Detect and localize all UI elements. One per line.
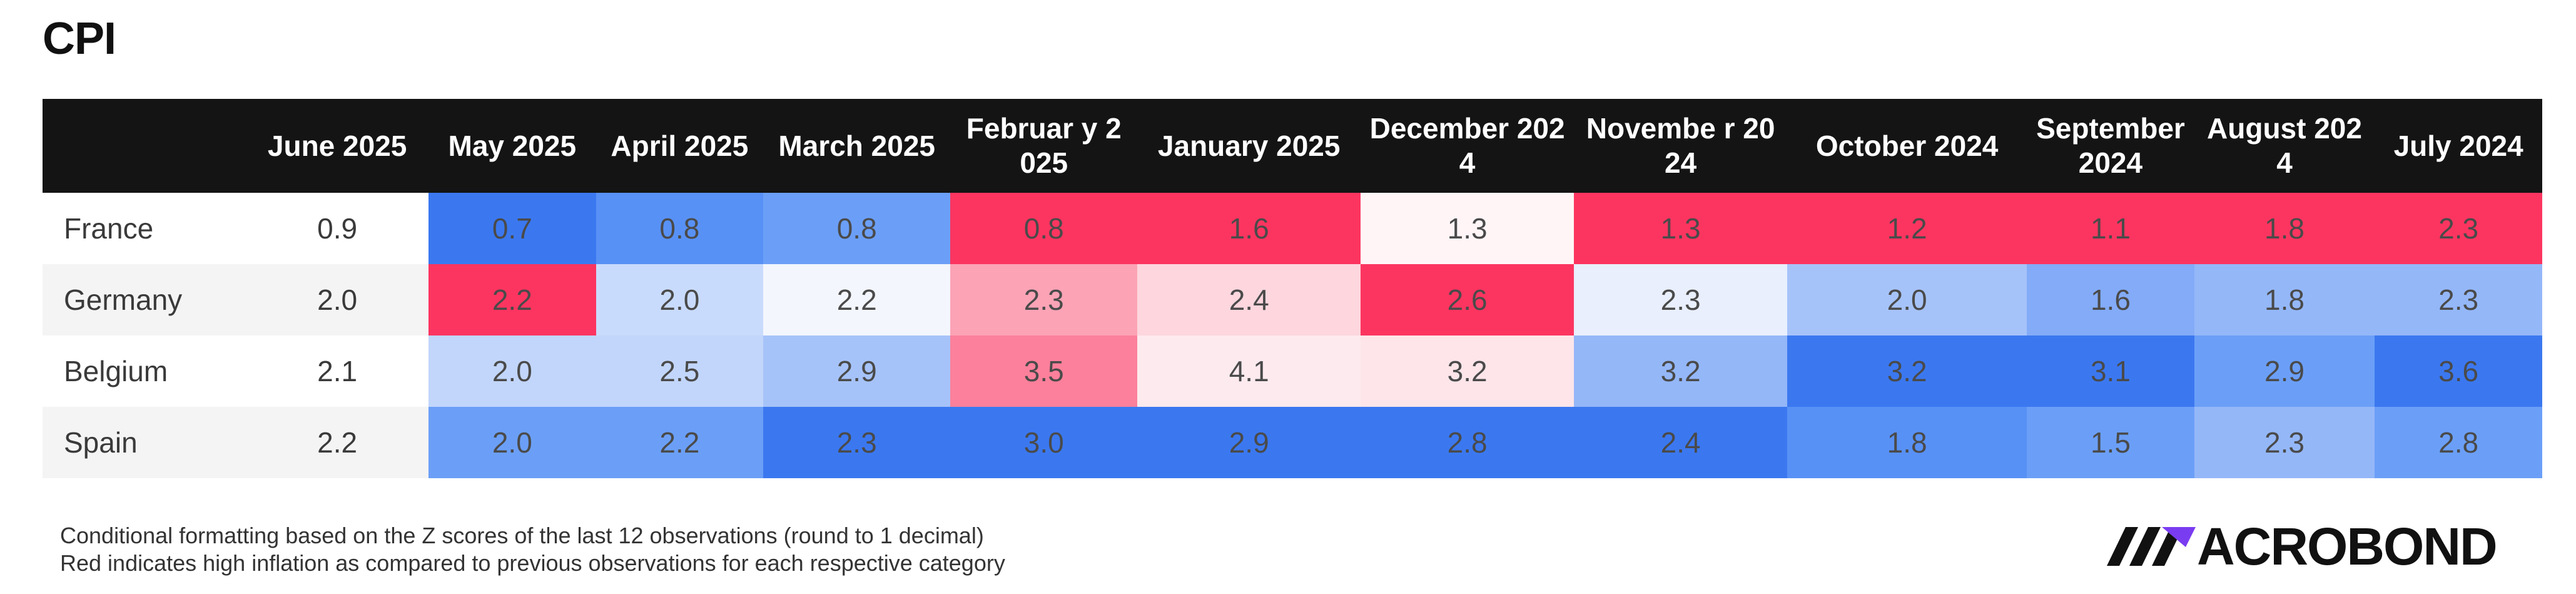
column-header: April 2025 [596,99,764,193]
column-header: March 2025 [763,99,951,193]
heatmap-cell: 2.9 [763,335,951,407]
column-header: October 2024 [1787,99,2027,193]
heatmap-cell: 2.0 [246,264,429,335]
heatmap-cell: 2.9 [2194,335,2375,407]
logo-wordmark: ACROBOND [2197,517,2498,576]
heatmap-cell: 3.5 [950,335,1138,407]
heatmap-cell: 2.3 [2375,193,2542,264]
heatmap-cell: 1.6 [1137,193,1361,264]
heatmap-cell: 0.8 [950,193,1138,264]
heatmap-cell: 0.8 [763,193,951,264]
cpi-heatmap-table: June 2025 May 2025 April 2025 March 2025 Feb… [43,99,2542,478]
heatmap-cell: 2.5 [596,335,764,407]
heatmap-cell: 2.3 [2375,264,2542,335]
row-label: France [43,193,246,264]
heatmap-cell: 3.2 [1787,335,2027,407]
column-header: January 2025 [1137,99,1361,193]
table-row: Belgium 2.1 2.0 2.5 2.9 3.5 4.1 3.2 3.2 3.2 3.1 2.9… [43,335,2542,407]
logo-mark-icon [2107,527,2196,566]
heatmap-cell: 2.8 [1361,407,1575,478]
heatmap-cell: 3.2 [1574,335,1788,407]
heatmap-cell: 3.6 [2375,335,2542,407]
table-row: Spain 2.2 2.0 2.2 2.3 3.0 2.9 2.8 2.4 1.8 1.5 2.3 2.… [43,407,2542,478]
macrobond-logo: ACROBOND [2107,517,2498,576]
heatmap-cell: 2.9 [1137,407,1361,478]
heatmap-cell: 3.0 [950,407,1138,478]
heatmap-cell: 2.0 [428,335,596,407]
row-label: Germany [43,264,246,335]
header-row: June 2025 May 2025 April 2025 March 2025 Feb… [43,99,2542,193]
footnote-method: Conditional formatting based on the Z sc… [60,523,984,548]
heatmap-cell: 1.8 [2194,193,2375,264]
chart-title: CPI [43,14,116,64]
heatmap-cell: 1.2 [1787,193,2027,264]
heatmap-cell: 2.2 [763,264,951,335]
column-header: Februar y 2025 [950,99,1138,193]
heatmap-cell: 2.0 [428,407,596,478]
column-header: June 2025 [246,99,429,193]
heatmap-cell: 2.4 [1574,407,1788,478]
column-header: Novembe r 2024 [1574,99,1788,193]
heatmap-cell: 2.3 [2194,407,2375,478]
heatmap-cell: 1.1 [2027,193,2194,264]
heatmap-cell: 1.3 [1574,193,1788,264]
heatmap-cell: 3.1 [2027,335,2194,407]
heatmap-cell: 0.9 [246,193,429,264]
heatmap-cell: 2.0 [1787,264,2027,335]
heatmap-cell: 0.7 [428,193,596,264]
column-header: May 2025 [428,99,596,193]
heatmap-cell: 2.2 [246,407,429,478]
heatmap-cell: 3.2 [1361,335,1575,407]
heatmap-cell: 1.8 [2194,264,2375,335]
heatmap-cell: 1.8 [1787,407,2027,478]
heatmap-cell: 2.4 [1137,264,1361,335]
heatmap-cell: 1.6 [2027,264,2194,335]
heatmap-cell: 2.8 [2375,407,2542,478]
heatmap-cell: 2.2 [596,407,764,478]
row-label: Spain [43,407,246,478]
table-row: Germany 2.0 2.2 2.0 2.2 2.3 2.4 2.6 2.3 2.0 1.6 1.8… [43,264,2542,335]
heatmap-cell: 2.3 [763,407,951,478]
footnote-legend: Red indicates high inflation as compared… [60,550,1005,576]
heatmap-cell: 2.1 [246,335,429,407]
heatmap-cell: 2.0 [596,264,764,335]
column-header: September 2024 [2027,99,2194,193]
row-label: Belgium [43,335,246,407]
corner-cell [43,99,246,193]
heatmap-cell: 0.8 [596,193,764,264]
heatmap-cell: 1.5 [2027,407,2194,478]
heatmap-cell: 4.1 [1137,335,1361,407]
column-header: July 2024 [2375,99,2542,193]
heatmap-cell: 2.3 [1574,264,1788,335]
column-header: August 2024 [2194,99,2375,193]
heatmap-cell: 2.2 [428,264,596,335]
heatmap-cell: 2.6 [1361,264,1575,335]
heatmap-cell: 2.3 [950,264,1138,335]
table-row: France 0.9 0.7 0.8 0.8 0.8 1.6 1.3 1.3 1.2 1.1 1.8 2… [43,193,2542,264]
column-header: December 2024 [1361,99,1575,193]
heatmap-cell: 1.3 [1361,193,1575,264]
